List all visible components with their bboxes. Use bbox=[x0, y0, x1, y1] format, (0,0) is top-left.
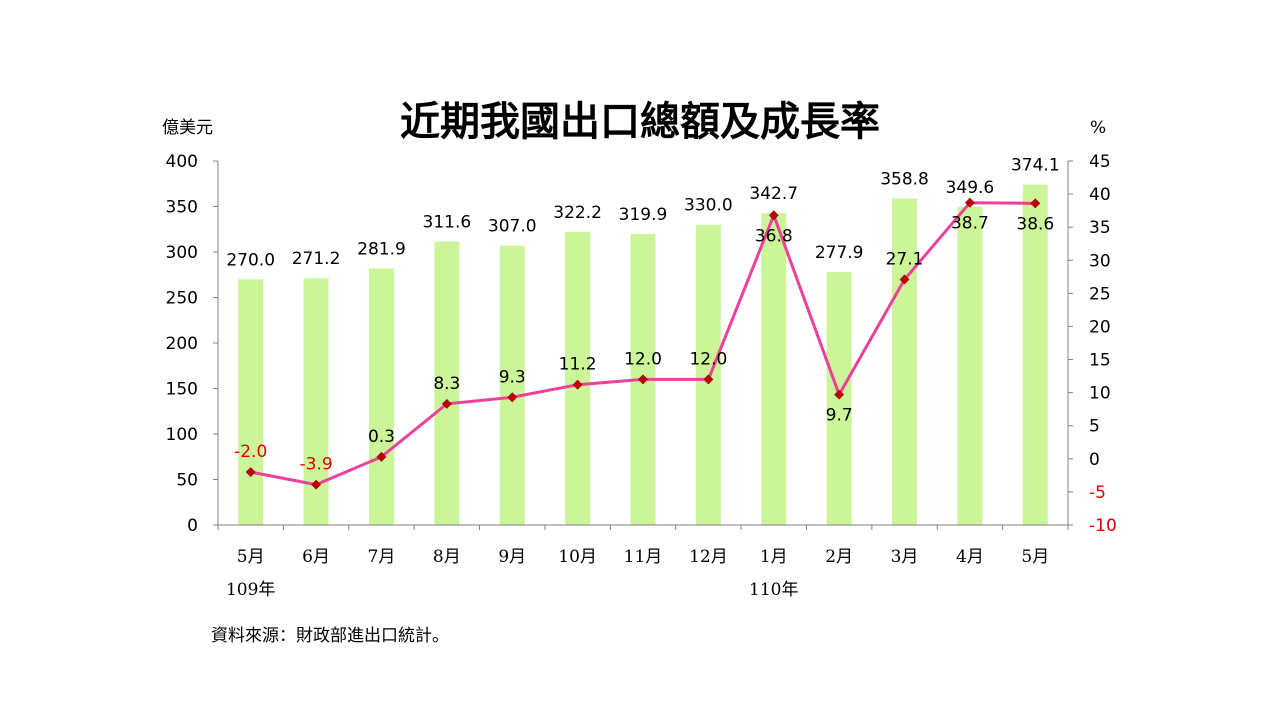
rate-value-label: 12.0 bbox=[624, 349, 662, 369]
right-tick-label: 5 bbox=[1089, 417, 1100, 437]
bar-value-label: 330.0 bbox=[684, 196, 733, 216]
left-tick-label: 250 bbox=[166, 289, 198, 309]
rate-value-label: 9.7 bbox=[826, 406, 853, 426]
right-tick-label: 10 bbox=[1089, 384, 1111, 404]
growth-rate-marker bbox=[834, 389, 845, 400]
x-tick-label: 11月 bbox=[624, 547, 663, 567]
left-tick-label: 100 bbox=[166, 425, 198, 445]
bar-value-label: 311.6 bbox=[423, 212, 472, 232]
growth-rate-marker bbox=[768, 210, 779, 221]
x-tick-label: 2月 bbox=[825, 547, 853, 567]
data-labels: 270.0 271.2 281.9 311.6 307.0 322.2 319.9 330.0… bbox=[226, 156, 1059, 475]
x-tick-label: 5月 bbox=[1021, 547, 1049, 567]
bar bbox=[761, 213, 787, 525]
bar bbox=[565, 231, 591, 525]
right-tick-label: -5 bbox=[1089, 483, 1106, 503]
bar-value-label: 319.9 bbox=[619, 205, 668, 225]
right-tick-label: 25 bbox=[1089, 284, 1111, 304]
x-tick-label: 10月 bbox=[558, 547, 597, 567]
right-tick-label: 20 bbox=[1089, 317, 1111, 337]
growth-rate-marker bbox=[572, 379, 583, 390]
growth-rate-series bbox=[245, 197, 1041, 490]
growth-rate-marker bbox=[899, 274, 910, 285]
left-tick-label: 150 bbox=[166, 380, 198, 400]
rate-value-label: 8.3 bbox=[433, 374, 460, 394]
bar-series bbox=[238, 184, 1048, 526]
growth-rate-marker bbox=[311, 479, 322, 490]
bar bbox=[957, 206, 983, 525]
growth-rate-marker bbox=[638, 374, 648, 385]
left-tick-label: 50 bbox=[176, 471, 198, 491]
x-tick-label: 4月 bbox=[956, 547, 984, 567]
rate-value-label: 9.3 bbox=[499, 367, 526, 387]
bar bbox=[499, 245, 525, 525]
rate-value-label: 27.1 bbox=[886, 249, 924, 269]
rate-value-label: 11.2 bbox=[559, 355, 597, 375]
axes: 0 50 100 150 200 250 300 350 400 -10 -5 0 5 10 15 20 25 3… bbox=[166, 152, 1117, 600]
left-tick-label: 350 bbox=[166, 198, 198, 218]
growth-rate-marker bbox=[441, 398, 452, 409]
bar-value-label: 270.0 bbox=[226, 250, 275, 270]
bar bbox=[1022, 184, 1048, 525]
right-tick-label: 0 bbox=[1089, 450, 1100, 470]
left-tick-label: 300 bbox=[166, 243, 198, 263]
right-tick-label: -10 bbox=[1089, 516, 1117, 536]
bar bbox=[892, 198, 918, 525]
right-tick-label: 15 bbox=[1089, 351, 1111, 371]
bar-value-label: 271.2 bbox=[292, 249, 341, 269]
rate-value-label: 38.6 bbox=[1016, 214, 1054, 234]
rate-value-label: 12.0 bbox=[689, 349, 727, 369]
x-tick-label: 3月 bbox=[891, 547, 919, 567]
left-tick-label: 400 bbox=[166, 152, 198, 172]
rate-value-label: -2.0 bbox=[234, 442, 267, 462]
x-tick-label: 5月 bbox=[237, 547, 265, 567]
right-tick-label: 30 bbox=[1089, 251, 1111, 271]
growth-rate-marker bbox=[1030, 198, 1041, 209]
x-tick-label: 8月 bbox=[433, 547, 461, 567]
right-axis-unit: % bbox=[1090, 118, 1106, 138]
growth-rate-marker bbox=[507, 392, 518, 403]
growth-rate-marker bbox=[964, 197, 975, 208]
x-tick-label: 12月 bbox=[689, 547, 728, 567]
left-tick-label: 0 bbox=[187, 516, 198, 536]
bar bbox=[434, 241, 460, 525]
growth-rate-marker bbox=[376, 451, 387, 462]
growth-rate-marker bbox=[703, 374, 714, 385]
right-tick-label: 40 bbox=[1089, 185, 1111, 205]
bar-value-label: 307.0 bbox=[488, 217, 537, 237]
year-label: 109年 bbox=[226, 580, 275, 600]
right-tick-label: 35 bbox=[1089, 218, 1111, 238]
bar-value-label: 342.7 bbox=[749, 184, 798, 204]
bar-value-label: 322.2 bbox=[553, 203, 602, 223]
bar bbox=[238, 279, 264, 525]
growth-rate-marker bbox=[245, 467, 256, 477]
bar-value-label: 358.8 bbox=[880, 169, 929, 189]
x-tick-label: 9月 bbox=[498, 547, 526, 567]
right-tick-label: 45 bbox=[1089, 152, 1111, 172]
left-axis-unit: 億美元 bbox=[162, 118, 213, 138]
bar-value-label: 277.9 bbox=[815, 243, 864, 263]
rate-value-label: 38.7 bbox=[951, 214, 989, 234]
bar-value-label: 374.1 bbox=[1011, 156, 1060, 176]
bar bbox=[368, 268, 394, 525]
x-tick-label: 7月 bbox=[368, 547, 396, 567]
x-tick-label: 1月 bbox=[760, 547, 788, 567]
source-note: 資料來源：財政部進出口統計。 bbox=[211, 626, 449, 646]
bar-value-label: 349.6 bbox=[946, 178, 995, 198]
left-tick-label: 200 bbox=[166, 334, 198, 354]
year-label: 110年 bbox=[749, 580, 798, 600]
bar-value-label: 281.9 bbox=[357, 239, 406, 259]
rate-value-label: 0.3 bbox=[368, 427, 395, 447]
rate-value-label: 36.8 bbox=[755, 226, 793, 246]
x-tick-label: 6月 bbox=[302, 547, 330, 567]
rate-value-label: -3.9 bbox=[299, 455, 332, 475]
chart-title: 近期我國出口總額及成長率 bbox=[400, 99, 880, 145]
